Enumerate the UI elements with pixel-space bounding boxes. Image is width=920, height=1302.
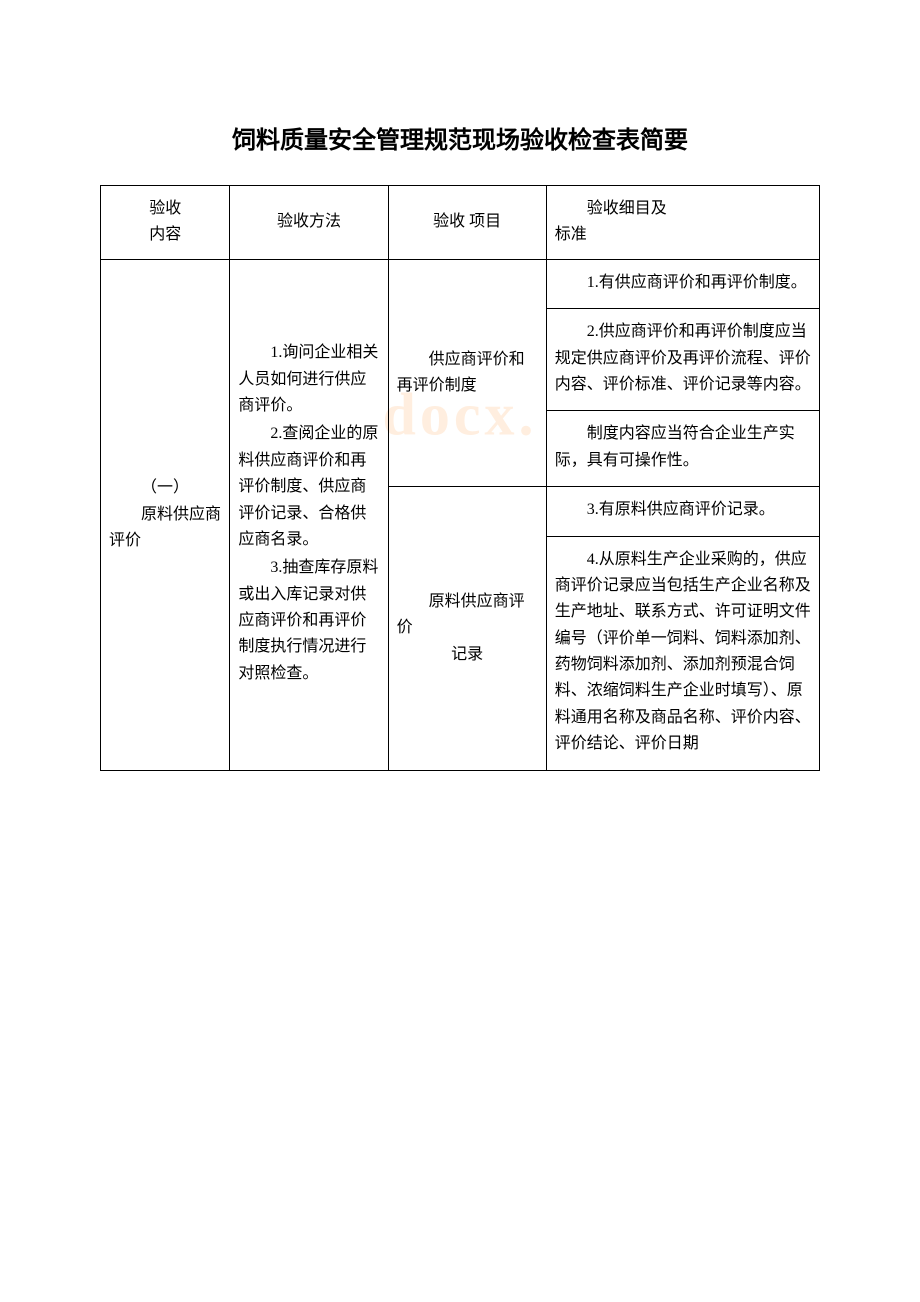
header-cell-method: 验收方法 [230,186,388,260]
body-text: 2.供应商评价和再评价制度应当规定供应商评价及再评价流程、评价内容、评价标准、评… [555,319,811,398]
header-cell-item: 验收 项目 [388,186,546,260]
standard-cell: 4.从原料生产企业采购的，供应商评价记录应当包括生产企业名称及生产地址、联系方式… [546,536,819,770]
table-row: （一） 原料供应商评价 1.询问企业相关人员如何进行供应商评价。 2.查阅企业的… [101,259,820,308]
body-text: 1.询问企业相关人员如何进行供应商评价。 [238,340,379,419]
standard-cell: 制度内容应当符合企业生产实际，具有可操作性。 [546,411,819,487]
item-cell: 供应商评价和再评价制度 [388,259,546,486]
standard-cell: 3.有原料供应商评价记录。 [546,487,819,536]
header-text: 内容 [109,222,221,248]
body-text: 3.有原料供应商评价记录。 [555,497,811,523]
header-text: 验收方法 [277,213,341,230]
body-text: 制度内容应当符合企业生产实际，具有可操作性。 [555,421,811,474]
method-cell: 1.询问企业相关人员如何进行供应商评价。 2.查阅企业的原料供应商评价和再评价制… [230,259,388,770]
body-text: 4.从原料生产企业采购的，供应商评价记录应当包括生产企业名称及生产地址、联系方式… [555,547,811,758]
body-text: 1.有供应商评价和再评价制度。 [555,270,811,296]
body-text: 3.抽查库存原料或出入库记录对供应商评价和再评价制度执行情况进行对照检查。 [238,555,379,687]
standard-cell: 2.供应商评价和再评价制度应当规定供应商评价及再评价流程、评价内容、评价标准、评… [546,309,819,411]
body-text: 原料供应商评价 [109,502,221,555]
body-text: 供应商评价和再评价制度 [397,347,538,400]
body-text: 记录 [397,642,538,668]
header-text: 验收 [109,196,221,222]
page-title: 饲料质量安全管理规范现场验收检查表简要 [100,120,820,155]
content-cell: （一） 原料供应商评价 [101,259,230,770]
header-text: 验收 项目 [433,213,501,230]
item-cell: 原料供应商评价 记录 [388,487,546,771]
header-text: 标准 [555,222,811,248]
body-text: 2.查阅企业的原料供应商评价和再评价制度、供应商评价记录、合格供应商名录。 [238,421,379,553]
table-header-row: 验收 内容 验收方法 验收 项目 验收细目及 标准 [101,186,820,260]
header-cell-standard: 验收细目及 标准 [546,186,819,260]
body-text: 原料供应商评价 [397,589,538,642]
header-cell-content: 验收 内容 [101,186,230,260]
inspection-table: 验收 内容 验收方法 验收 项目 验收细目及 标准 （一） 原料供应商评价 1.… [100,185,820,771]
standard-cell: 1.有供应商评价和再评价制度。 [546,259,819,308]
body-text: （一） [109,475,221,501]
header-text: 验收细目及 [555,196,811,222]
